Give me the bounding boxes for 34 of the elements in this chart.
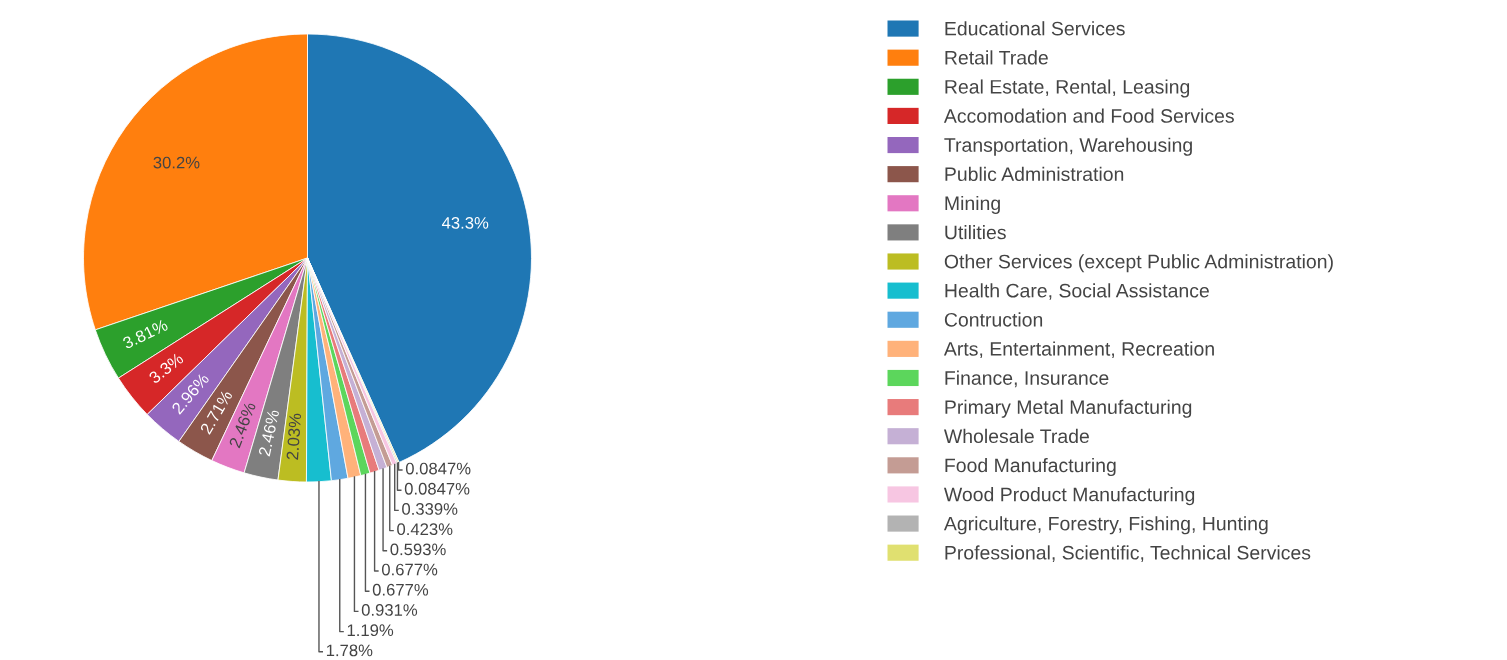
data-label: 2.46% <box>258 409 280 457</box>
legend-label: Educational Services <box>945 21 1125 36</box>
legend-label: Public Administration <box>945 166 1124 182</box>
legend-label: Contruction <box>944 312 1043 327</box>
legend-label: Wholesale Trade <box>943 428 1089 444</box>
legend-label: Health Care, Social Assistance <box>945 283 1209 300</box>
data-label: 43.3% <box>441 216 489 229</box>
legend-label: Arts, Entertainment, Recreation <box>943 341 1214 359</box>
data-label: 2.03% <box>286 413 302 460</box>
legend-label: Accomodation and Food Services <box>943 108 1234 123</box>
legend-label: Transportation, Warehousing <box>944 137 1192 156</box>
legend-label: Finance, Insurance <box>945 370 1109 388</box>
data-label: 1.19% <box>347 624 394 637</box>
legend-label: Utilities <box>945 225 1006 240</box>
data-label: 0.931% <box>361 604 418 616</box>
legend-label: Agriculture, Forestry, Fishing, Hunting <box>943 516 1268 535</box>
data-label: 0.677% <box>372 583 429 596</box>
data-label: 0.593% <box>390 543 446 556</box>
legend-label: Real Estate, Rental, Leasing <box>945 79 1190 98</box>
legend-label: Other Services (except Public Administration) <box>944 254 1333 273</box>
data-label: 0.423% <box>397 523 453 536</box>
legend-label: Primary Metal Manufacturing <box>945 399 1192 418</box>
data-label: 3.81% <box>121 318 169 350</box>
legend-label: Food Manufacturing <box>945 457 1116 477</box>
data-label: 30.2% <box>153 156 200 169</box>
data-label: 1.78% <box>326 644 373 657</box>
data-label: 0.0847% <box>404 482 470 495</box>
legend-label: Wood Product Manufacturing <box>943 487 1195 506</box>
legend-label: Retail Trade <box>945 50 1048 65</box>
data-label: 0.677% <box>381 563 438 576</box>
legend-label: Mining <box>945 195 1000 215</box>
data-label: 0.339% <box>402 503 458 515</box>
data-label: 0.0847% <box>405 462 471 475</box>
legend-label: Professional, Scientific, Technical Services <box>945 545 1311 562</box>
